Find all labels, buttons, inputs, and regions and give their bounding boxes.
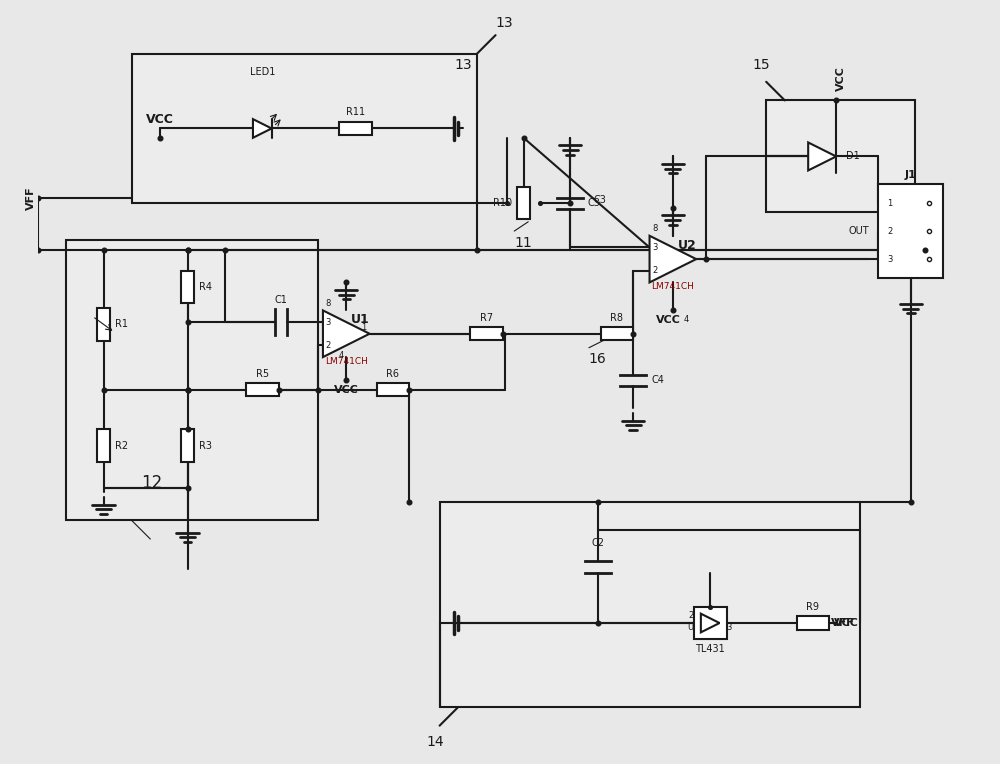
Text: C4: C4 <box>652 375 665 385</box>
Bar <box>470 327 503 340</box>
Text: 2: 2 <box>689 611 694 620</box>
Text: 3: 3 <box>652 243 658 252</box>
Text: 2: 2 <box>887 227 893 235</box>
Text: 13: 13 <box>496 17 513 31</box>
Text: U1: U1 <box>351 313 370 326</box>
Polygon shape <box>323 310 370 357</box>
Text: J1: J1 <box>905 170 917 180</box>
Text: 13: 13 <box>455 59 472 73</box>
Text: R1: R1 <box>115 319 128 329</box>
Text: C3: C3 <box>588 198 601 208</box>
Bar <box>377 384 409 397</box>
Bar <box>601 327 633 340</box>
Text: 1: 1 <box>887 199 893 208</box>
Text: 3: 3 <box>727 623 732 632</box>
Bar <box>878 184 943 278</box>
Text: VCC: VCC <box>834 618 859 628</box>
Text: R9: R9 <box>806 602 819 612</box>
Polygon shape <box>650 236 696 283</box>
Text: 4: 4 <box>684 315 689 324</box>
Text: 2: 2 <box>652 267 658 275</box>
Bar <box>97 429 110 462</box>
Text: LM741CH: LM741CH <box>325 357 368 366</box>
Text: C2: C2 <box>592 539 605 549</box>
Text: 8: 8 <box>326 299 331 308</box>
Bar <box>246 384 279 397</box>
Text: R2: R2 <box>115 441 128 451</box>
Bar <box>66 241 318 520</box>
Bar <box>694 607 727 639</box>
Bar <box>339 122 372 135</box>
Text: 4: 4 <box>338 351 343 360</box>
Text: OUT: OUT <box>848 226 869 236</box>
Bar <box>517 186 530 219</box>
Text: R7: R7 <box>480 312 493 322</box>
Bar <box>181 429 194 462</box>
Polygon shape <box>808 142 836 170</box>
Text: VCC: VCC <box>334 385 359 395</box>
Text: C1: C1 <box>275 295 287 306</box>
Text: R5: R5 <box>256 368 269 378</box>
Polygon shape <box>253 119 272 138</box>
Text: 16: 16 <box>589 352 607 367</box>
Bar <box>181 270 194 303</box>
Text: 3: 3 <box>326 318 331 326</box>
Text: U: U <box>688 623 694 632</box>
Text: 12: 12 <box>141 474 162 492</box>
Text: R4: R4 <box>199 282 212 292</box>
Text: 11: 11 <box>514 236 532 250</box>
Text: C3: C3 <box>594 196 606 206</box>
Bar <box>97 308 110 341</box>
Bar <box>766 100 915 212</box>
Text: TL431: TL431 <box>695 644 725 654</box>
Text: VCC: VCC <box>146 112 174 125</box>
Text: R11: R11 <box>346 107 365 117</box>
Text: R8: R8 <box>610 312 623 322</box>
Text: D1: D1 <box>846 151 859 161</box>
Text: 8: 8 <box>652 224 658 233</box>
Polygon shape <box>701 613 720 633</box>
Text: 2: 2 <box>326 341 331 350</box>
Bar <box>440 502 860 707</box>
Text: VCC: VCC <box>656 315 681 325</box>
Text: 14: 14 <box>426 735 444 749</box>
Text: R3: R3 <box>199 441 212 451</box>
Text: R6: R6 <box>386 368 399 378</box>
Text: U2: U2 <box>678 238 696 251</box>
Text: VCC: VCC <box>836 66 846 91</box>
Bar <box>797 617 829 630</box>
Bar <box>132 53 477 203</box>
Text: LM741CH: LM741CH <box>651 283 694 291</box>
Text: VFF: VFF <box>26 186 36 210</box>
Text: R10: R10 <box>493 198 512 208</box>
Text: VFF: VFF <box>831 618 855 628</box>
Text: 15: 15 <box>753 59 770 73</box>
Text: 3: 3 <box>887 254 893 264</box>
Text: LED1: LED1 <box>250 67 275 77</box>
Text: 1: 1 <box>362 323 367 332</box>
